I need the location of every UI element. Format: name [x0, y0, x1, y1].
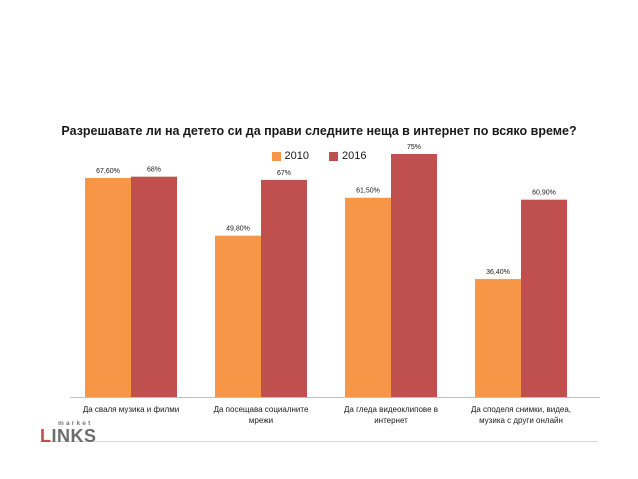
footer-divider — [40, 441, 598, 442]
bar-2010-4 — [475, 279, 521, 397]
bar-2016-4 — [521, 199, 567, 397]
category-label-1: Да сваля музика и филми — [83, 405, 179, 414]
legend-item-2016: 2016 — [329, 150, 366, 162]
category-label-4: Да споделя снимки, видеа, музика с други … — [471, 405, 571, 425]
bar-2010-2 — [215, 235, 261, 397]
chart-title: Разрешавате ли на детето си да прави сле… — [61, 124, 577, 138]
bar-2010-1 — [85, 177, 131, 397]
legend-swatch-2016 — [329, 151, 338, 161]
legend-swatch-2010 — [271, 151, 281, 161]
data-label-2016-3: 75% — [407, 144, 421, 151]
data-label-2016-1: 68% — [147, 167, 161, 174]
data-label-2010-3: 61,50% — [356, 188, 380, 195]
category-label-2: Да посещава социалните мрежи — [214, 405, 309, 425]
category-label-3: Да гледа видеоклипове в интернет — [344, 405, 438, 425]
legend-label-2010: 2010 — [284, 150, 309, 162]
logo-letter-l: L — [40, 426, 52, 446]
logo-market-text: market — [58, 420, 93, 427]
legend-label-2016: 2016 — [342, 150, 367, 162]
logo-letters: INKS — [51, 426, 97, 446]
data-label-2016-2: 67% — [277, 170, 291, 177]
bar-2016-3 — [391, 154, 437, 397]
bar-2010-3 — [345, 197, 391, 397]
legend: 2010 2016 — [0, 150, 638, 162]
data-label-2010-1: 67,60% — [96, 168, 120, 175]
bar-2016-2 — [261, 179, 307, 397]
logo: LINKS — [40, 426, 97, 447]
data-label-2010-4: 36,40% — [486, 269, 510, 276]
data-label-2016-4: 60,90% — [532, 190, 556, 197]
bar-2016-1 — [131, 176, 177, 397]
legend-item-2010: 2010 — [271, 150, 309, 162]
data-label-2010-2: 49,80% — [226, 226, 250, 233]
